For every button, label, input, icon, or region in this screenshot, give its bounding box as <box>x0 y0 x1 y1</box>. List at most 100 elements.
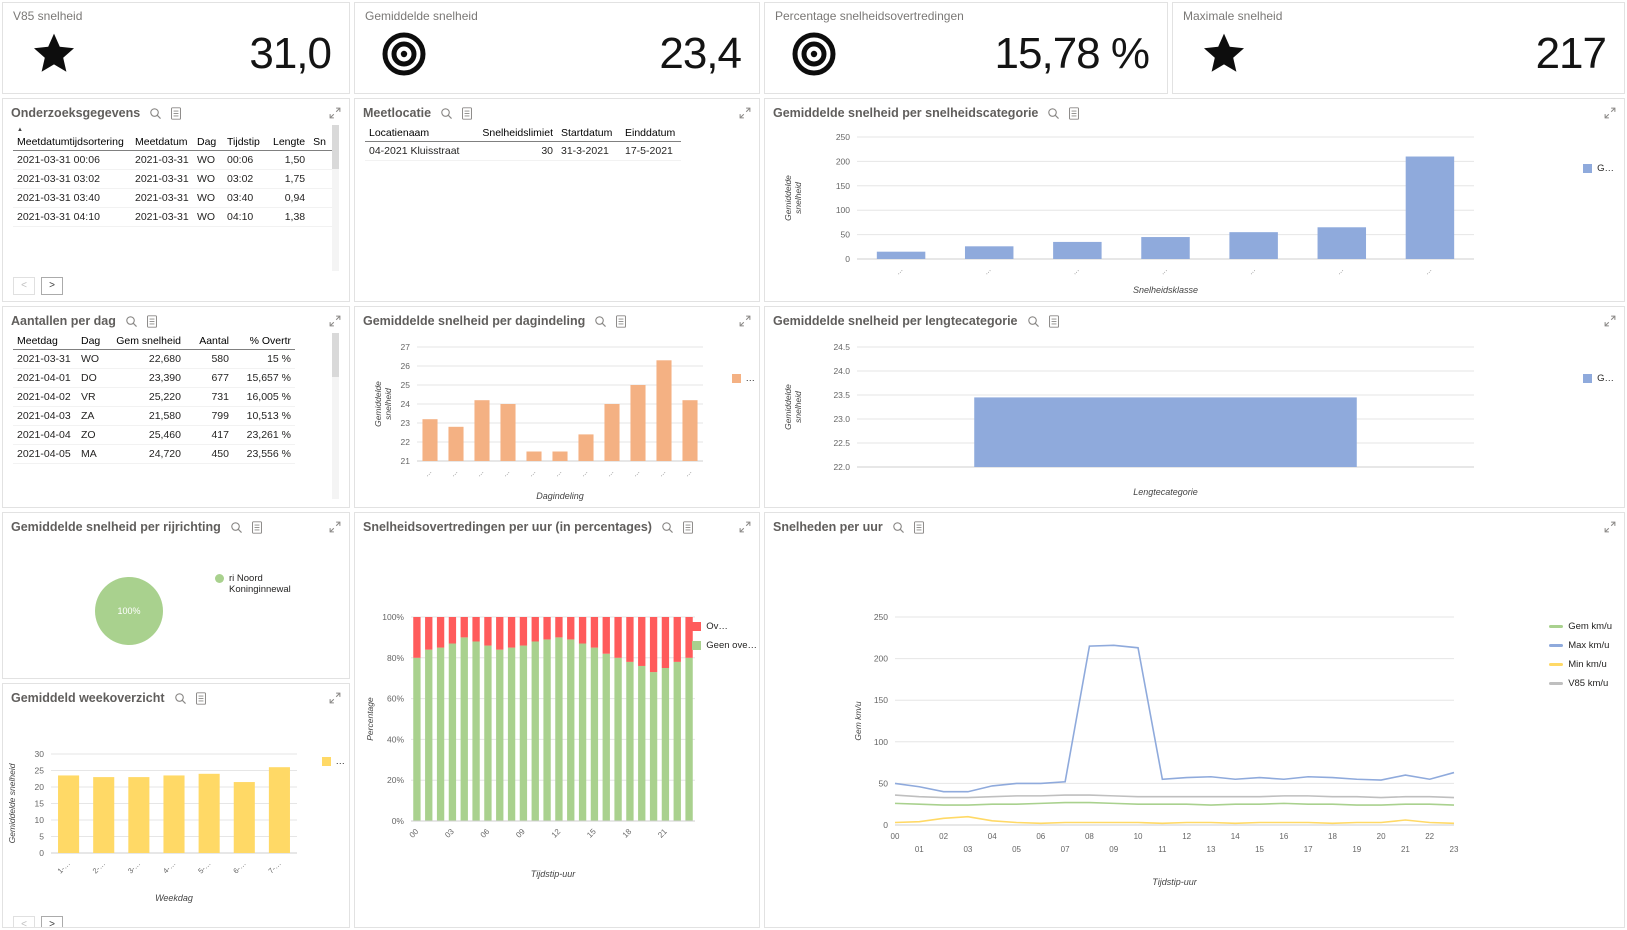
search-icon[interactable] <box>1027 315 1040 328</box>
panel-expand[interactable] <box>1604 107 1616 119</box>
pie-slice[interactable] <box>95 577 163 645</box>
stacked-bar-segment[interactable] <box>567 617 575 640</box>
export-data-icon[interactable] <box>195 691 207 705</box>
stacked-bar-segment[interactable] <box>590 617 599 648</box>
stacked-bar-segment[interactable] <box>673 661 681 821</box>
bar[interactable] <box>233 782 255 853</box>
legend-item[interactable]: Min km/u <box>1549 659 1612 670</box>
pager-prev-button[interactable]: < <box>13 277 35 295</box>
focus-mode-icon[interactable] <box>739 315 751 327</box>
stacked-bar-segment[interactable] <box>496 617 504 650</box>
line-series[interactable] <box>894 644 1455 793</box>
stacked-bar-segment[interactable] <box>555 617 563 638</box>
focus-mode-icon[interactable] <box>329 107 341 119</box>
legend-item[interactable]: ri Noord Koninginnewal <box>215 573 315 595</box>
bar[interactable] <box>163 775 185 853</box>
table-row[interactable]: 2021-03-31 04:10 2021-03-31 WO 04:10 1,38 <box>13 207 336 227</box>
export-data-icon[interactable] <box>1068 106 1080 120</box>
search-icon[interactable] <box>125 315 138 328</box>
bar[interactable] <box>656 360 672 461</box>
stacked-bar-segment[interactable] <box>590 647 599 821</box>
export-data-icon[interactable] <box>615 314 627 328</box>
column-header[interactable]: Dag <box>193 125 223 151</box>
stacked-bar-segment[interactable] <box>661 617 670 668</box>
bar[interactable] <box>58 775 80 853</box>
pager-next-button[interactable]: > <box>41 277 63 295</box>
stacked-bar-segment[interactable] <box>543 639 551 821</box>
bar[interactable] <box>974 397 1357 467</box>
stacked-bar-segment[interactable] <box>638 665 646 821</box>
legend-item[interactable]: Gem km/u <box>1549 621 1612 632</box>
column-header[interactable]: Gem snelheid <box>109 333 185 350</box>
search-icon[interactable] <box>661 521 674 534</box>
stacked-bar-segment[interactable] <box>685 617 693 658</box>
legend-item[interactable]: Ov… <box>692 621 757 632</box>
stacked-bar-segment[interactable] <box>484 645 492 821</box>
focus-mode-icon[interactable] <box>329 315 341 327</box>
stacked-bar-segment[interactable] <box>519 645 528 821</box>
stacked-bar-segment[interactable] <box>649 617 658 673</box>
legend-item[interactable]: … <box>731 373 755 384</box>
bar[interactable] <box>964 246 1014 259</box>
legend-item[interactable]: Max km/u <box>1549 640 1612 651</box>
focus-mode-icon[interactable] <box>739 107 751 119</box>
bar[interactable] <box>876 251 926 259</box>
line-series[interactable] <box>894 801 1455 806</box>
legend-item[interactable]: G… <box>1583 373 1614 384</box>
stacked-bar-segment[interactable] <box>413 617 421 658</box>
search-icon[interactable] <box>594 315 607 328</box>
bar[interactable] <box>448 426 464 461</box>
table-row[interactable]: 04-2021 Kluisstraat 30 31-3-2021 17-5-2021 <box>365 141 681 161</box>
stacked-bar-segment[interactable] <box>472 641 480 821</box>
search-icon[interactable] <box>174 692 187 705</box>
table-row[interactable]: 2021-04-01 DO 23,390 677 15,657 % <box>13 368 295 388</box>
panel-expand[interactable] <box>1604 315 1616 327</box>
column-header[interactable]: Einddatum <box>621 125 681 142</box>
stacked-bar-segment[interactable] <box>638 617 646 666</box>
stacked-bar-segment[interactable] <box>496 649 504 821</box>
legend-item[interactable]: … <box>321 756 345 767</box>
bar[interactable] <box>682 400 698 461</box>
stacked-bar-segment[interactable] <box>602 653 610 821</box>
focus-mode-icon[interactable] <box>739 521 751 533</box>
export-data-icon[interactable] <box>1048 314 1060 328</box>
bar[interactable] <box>604 404 620 461</box>
stacked-bar-segment[interactable] <box>460 637 468 821</box>
stacked-bar-segment[interactable] <box>436 617 445 648</box>
stacked-bar-segment[interactable] <box>555 637 563 821</box>
scrollbar-thumb[interactable] <box>332 333 339 377</box>
focus-mode-icon[interactable] <box>329 521 341 533</box>
table-row[interactable]: 2021-03-31 03:02 2021-03-31 WO 03:02 1,75 <box>13 169 336 189</box>
stacked-bar-segment[interactable] <box>661 668 670 821</box>
line-series[interactable] <box>894 794 1455 799</box>
stacked-bar-segment[interactable] <box>425 649 433 821</box>
focus-mode-icon[interactable] <box>1604 107 1616 119</box>
pager-next-button[interactable]: > <box>41 916 63 927</box>
export-data-icon[interactable] <box>682 520 694 534</box>
stacked-bar-segment[interactable] <box>578 643 587 821</box>
search-icon[interactable] <box>230 521 243 534</box>
stacked-bar-segment[interactable] <box>626 617 634 662</box>
panel-expand[interactable] <box>739 521 751 533</box>
bar[interactable] <box>93 777 115 853</box>
table-row[interactable]: 2021-03-31 03:40 2021-03-31 WO 03:40 0,94 <box>13 188 336 208</box>
stacked-bar-segment[interactable] <box>567 639 575 821</box>
bar[interactable] <box>198 773 220 853</box>
bar[interactable] <box>552 451 568 462</box>
table-row[interactable]: 2021-04-03 ZA 21,580 799 10,513 % <box>13 406 295 426</box>
bar[interactable] <box>1141 237 1190 259</box>
stacked-bar-segment[interactable] <box>448 643 457 821</box>
stacked-bar-segment[interactable] <box>460 617 468 638</box>
stacked-bar-segment[interactable] <box>614 657 622 821</box>
focus-mode-icon[interactable] <box>329 692 341 704</box>
table-row[interactable]: 2021-03-31 00:06 2021-03-31 WO 00:06 1,50 <box>13 150 336 170</box>
legend-item[interactable]: Geen ove… <box>692 640 757 651</box>
search-icon[interactable] <box>440 107 453 120</box>
panel-expand[interactable] <box>329 107 341 119</box>
stacked-bar-segment[interactable] <box>413 657 421 821</box>
panel-expand[interactable] <box>329 692 341 704</box>
scrollbar-thumb[interactable] <box>332 125 339 169</box>
stacked-bar-segment[interactable] <box>543 617 551 640</box>
bar[interactable] <box>1229 232 1278 259</box>
column-header[interactable]: Locatienaam <box>365 125 473 142</box>
